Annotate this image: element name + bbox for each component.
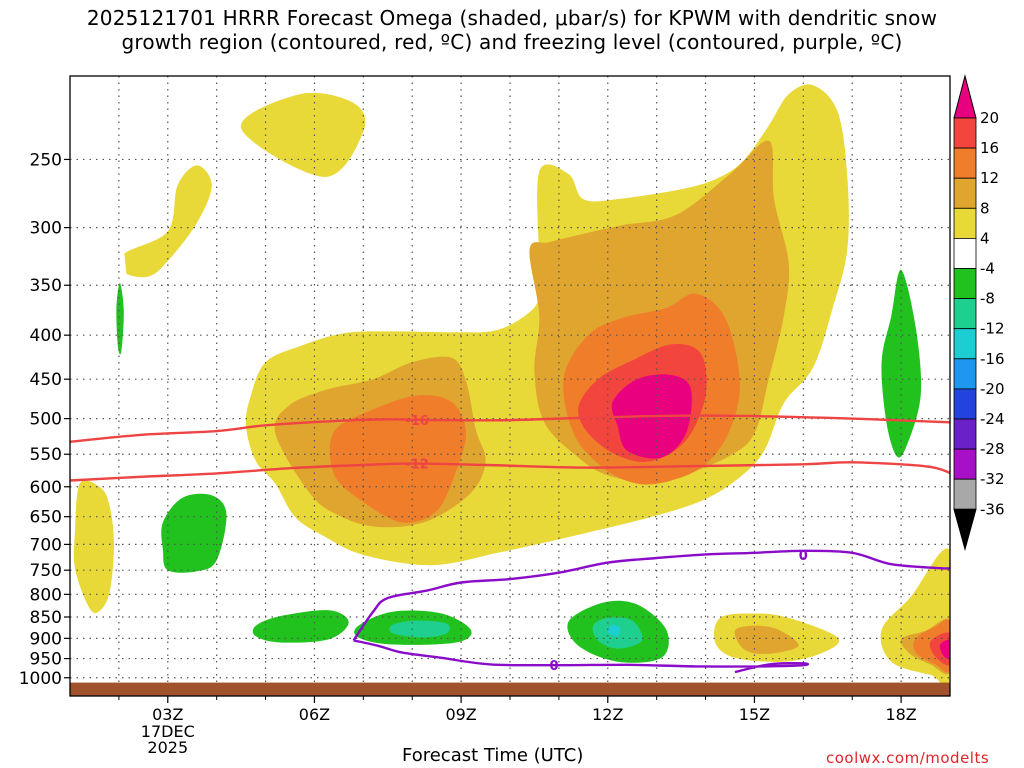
colorbar-label-16: 16 [980, 139, 999, 157]
colorbar-swatch-12 [953, 478, 977, 510]
ytick-label-800: 800 [30, 585, 62, 605]
colorbar-label--4: -4 [980, 260, 995, 278]
omega-region-25 [161, 493, 227, 573]
ytick-label-400: 400 [30, 326, 62, 346]
xtick-label-03Z: 03Z [152, 705, 183, 724]
ytick-label-500: 500 [30, 410, 62, 430]
freezing-level-label-1: 0 [549, 659, 558, 674]
xtick-label-06Z: 06Z [299, 705, 330, 724]
ytick-label-600: 600 [30, 478, 62, 498]
colorbar-label--32: -32 [980, 470, 1005, 488]
omega-region-3 [73, 480, 114, 613]
chart-title: 2025121701 HRRR Forecast Omega (shaded, … [0, 6, 1024, 54]
xtick-label-12Z: 12Z [592, 705, 623, 724]
colorbar-label-4: 4 [980, 229, 990, 247]
omega-region-20 [97, 636, 131, 670]
colorbar-label--36: -36 [980, 500, 1005, 518]
colorbar-label--16: -16 [980, 350, 1005, 368]
colorbar-label--12: -12 [980, 320, 1005, 338]
omega-region-1 [119, 165, 212, 278]
colorbar-swatch-1 [953, 147, 977, 179]
colorbar-label--8: -8 [980, 290, 995, 308]
ytick-label-850: 850 [30, 608, 62, 628]
ytick-label-350: 350 [30, 276, 62, 296]
temperature-contours: -16 -12 0 0 [70, 414, 950, 674]
omega-region-18 [451, 140, 489, 260]
x-axis-label: Forecast Time (UTC) [402, 745, 584, 766]
colorbar-label--20: -20 [980, 380, 1005, 398]
xtick-label-09Z: 09Z [445, 705, 476, 724]
colorbar-top-triangle [953, 74, 977, 119]
colorbar-swatch-4 [953, 237, 977, 269]
omega-region-17 [93, 220, 134, 405]
ytick-label-650: 650 [30, 508, 62, 528]
omega-region-30 [389, 620, 450, 638]
colorbar-swatch-7 [953, 328, 977, 360]
colorbar-label-12: 12 [980, 169, 999, 187]
ytick-label-450: 450 [30, 370, 62, 390]
colorbar-swatch-11 [953, 448, 977, 480]
ground-strip [70, 682, 950, 696]
omega-region-14 [929, 632, 950, 666]
chart-title-line2: growth region (contoured, red, ºC) and f… [121, 30, 903, 54]
omega-region-26 [252, 610, 349, 643]
ytick-label-550: 550 [30, 445, 62, 465]
colorbar-swatch-2 [953, 177, 977, 209]
chart-title-line1: 2025121701 HRRR Forecast Omega (shaded, … [86, 6, 938, 30]
colorbar-swatch-10 [953, 418, 977, 450]
credit-link[interactable]: coolwx.com/modelts [826, 749, 990, 767]
dgz-contour-label-0: -16 [405, 414, 429, 429]
dgz-contour-label-1: -12 [405, 458, 429, 473]
colorbar-bottom-triangle [953, 508, 977, 552]
ytick-label-250: 250 [30, 150, 62, 170]
ytick-label-950: 950 [30, 650, 62, 670]
colorbar-label--28: -28 [980, 440, 1005, 458]
freezing-level-line-0 [352, 549, 950, 642]
xtick-sub-label-0: 17DEC [141, 722, 195, 741]
dgz-contour-line-0 [70, 414, 950, 443]
omega-region-10 [329, 395, 467, 523]
ytick-label-1000: 1000 [19, 669, 62, 689]
omega-region-32 [607, 624, 621, 637]
omega-region-23 [776, 76, 950, 585]
colorbar-swatch-9 [953, 388, 977, 420]
axes: 2503003504004505005506006507007508008509… [19, 75, 951, 757]
omega-region-16 [939, 639, 950, 660]
colorbar-label--24: -24 [980, 410, 1005, 428]
ytick-label-300: 300 [30, 219, 62, 239]
omega-region-29 [881, 269, 922, 458]
omega-region-8 [734, 625, 799, 655]
ytick-label-700: 700 [30, 535, 62, 555]
ytick-label-750: 750 [30, 561, 62, 581]
colorbar-label-8: 8 [980, 199, 990, 217]
colorbar: 20 16 12 8 4 -4 -8 -12 -16 -20 -24 -28 -32 -36 [953, 74, 1005, 552]
ground-layer [70, 682, 950, 696]
colorbar-swatch-0 [953, 117, 977, 149]
colorbar-swatch-6 [953, 298, 977, 330]
colorbar-swatch-3 [953, 207, 977, 239]
omega-shading [73, 76, 950, 687]
xtick-sub-label-1: 2025 [147, 738, 188, 757]
colorbar-swatch-5 [953, 268, 977, 300]
omega-region-24 [116, 283, 124, 355]
omega-region-0 [240, 92, 366, 178]
colorbar-swatch-8 [953, 358, 977, 390]
xtick-label-18Z: 18Z [885, 705, 916, 724]
freezing-level-label-0: 0 [799, 549, 808, 564]
freezing-level-line-1 [353, 639, 810, 674]
dgz-contour-line-1 [70, 461, 950, 482]
plot-area: -16 -12 0 0 [70, 76, 950, 696]
colorbar-label-20: 20 [980, 109, 999, 127]
xtick-label-15Z: 15Z [739, 705, 770, 724]
ytick-label-900: 900 [30, 629, 62, 649]
